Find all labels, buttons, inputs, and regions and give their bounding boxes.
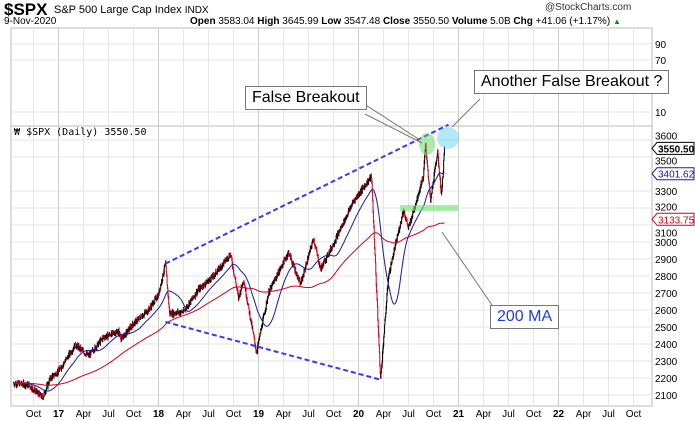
open-label: Open (190, 16, 216, 27)
x-tick-label: Apr (376, 409, 392, 420)
y-tick-label: 2100 (655, 391, 678, 402)
x-tick-label: Oct (526, 409, 542, 420)
x-tick-label: Jul (602, 409, 615, 420)
y-tick-label: 2500 (655, 323, 678, 334)
callout-pointer (451, 98, 481, 128)
trendline-lower (165, 320, 381, 381)
upper-tick-label: 90 (655, 40, 667, 51)
low-label: Low (321, 16, 342, 27)
x-tick-label: 20 (353, 409, 365, 420)
y-tick-label: 3600 (655, 131, 678, 142)
legend-text: $SPX (Daily) 3550.50 (26, 127, 147, 138)
price-tag (651, 212, 695, 226)
up-arrow-icon: ▲ (612, 17, 621, 26)
callout-pointer (441, 231, 495, 309)
callout-pointer (357, 99, 421, 141)
close-value: 3550.50 (412, 16, 450, 27)
x-tick-label: 21 (453, 409, 465, 420)
y-tick-label: 2700 (655, 289, 678, 300)
low-value: 3547.48 (344, 16, 381, 27)
y-tick-label: 3200 (655, 202, 678, 213)
x-tick-label: Apr (576, 409, 592, 420)
chg-label: Chg (513, 16, 533, 27)
x-tick-label: Oct (326, 409, 342, 420)
price-tag (651, 167, 695, 181)
plot-frame (10, 27, 653, 407)
legend: ₩ $SPX (Daily) 3550.50 (14, 127, 146, 138)
false-breakout-callout: False Breakout (245, 86, 367, 110)
high-label: High (257, 16, 280, 27)
x-tick-label: 19 (253, 409, 265, 420)
another-breakout-marker (437, 127, 459, 149)
x-tick-label: Oct (126, 409, 142, 420)
exchange-text: INDX (184, 5, 209, 16)
x-tick-label: Jul (202, 409, 215, 420)
high-value: 3645.99 (282, 16, 319, 27)
upper-tick-label: 70 (655, 56, 667, 67)
y-tick-label: 2400 (655, 340, 678, 351)
price-tag-label: 3133.75 (658, 215, 695, 226)
brand: @StockCharts.com (545, 2, 632, 13)
x-tick-label: Oct (626, 409, 642, 420)
x-tick-label: 18 (153, 409, 165, 420)
ma200-callout: 200 MA (490, 305, 560, 329)
trendline-upper (165, 123, 449, 265)
support-band (400, 205, 458, 211)
close-label: Close (382, 16, 411, 27)
x-tick-label: Jul (402, 409, 415, 420)
another-false-breakout-callout: Another False Breakout ? (474, 70, 670, 94)
false-breakout-marker (419, 133, 435, 155)
x-tick-label: Oct (226, 409, 242, 420)
x-tick-label: 22 (553, 409, 565, 420)
y-tick-label: 2800 (655, 272, 678, 283)
y-tick-label: 2200 (655, 374, 678, 385)
volume-value: 5.0B (490, 16, 511, 27)
price-tag-label: 3550.50 (658, 144, 695, 155)
x-tick-label: Jul (302, 409, 315, 420)
name-text: S&P 500 Large Cap Index (54, 4, 182, 16)
x-tick-label: 17 (53, 409, 65, 420)
y-tick-label: 2300 (655, 357, 678, 368)
callout-pointer (364, 113, 423, 144)
symbol: $SPX (4, 0, 48, 19)
y-tick-label: 3500 (655, 157, 678, 168)
price-tag (651, 141, 695, 155)
price-tag-label: 3401.62 (658, 170, 695, 181)
legend-icon: ₩ (14, 127, 21, 138)
ohlc-readout: Open 3583.04 High 3645.99 Low 3547.48 Cl… (190, 16, 621, 27)
y-tick-label: 2600 (655, 306, 678, 317)
y-tick-label: 3300 (655, 187, 678, 198)
ma200-line (13, 222, 445, 386)
y-tick-label: 2900 (655, 255, 678, 266)
x-tick-label: Apr (476, 409, 492, 420)
volume-label: Volume (451, 16, 488, 27)
upper-tick-label: 10 (655, 108, 667, 119)
x-tick-label: Apr (276, 409, 292, 420)
index-name: S&P 500 Large Cap Index INDX (54, 4, 209, 16)
chart-date: 9-Nov-2020 (4, 16, 57, 27)
x-tick-label: Oct (26, 409, 42, 420)
x-tick-label: Apr (76, 409, 92, 420)
y-tick-label: 3000 (655, 238, 678, 249)
chg-value: +41.06 (+1.17%) (535, 16, 611, 27)
open-value: 3583.04 (218, 16, 255, 27)
x-tick-label: Oct (426, 409, 442, 420)
ma50-line (13, 172, 445, 392)
x-tick-label: Apr (176, 409, 192, 420)
x-tick-label: Jul (102, 409, 115, 420)
y-tick-label: 3100 (655, 228, 678, 239)
x-tick-label: Jul (502, 409, 515, 420)
